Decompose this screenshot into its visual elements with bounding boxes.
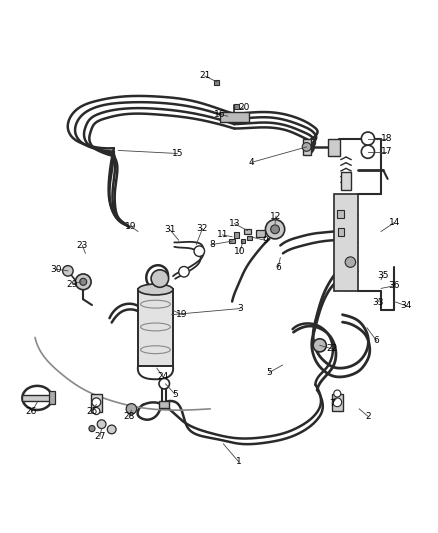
Bar	[214, 80, 219, 85]
Circle shape	[271, 225, 279, 233]
Text: 23: 23	[77, 241, 88, 250]
Text: 4: 4	[249, 158, 254, 167]
Bar	[247, 236, 252, 240]
Bar	[328, 139, 340, 156]
Circle shape	[80, 278, 87, 285]
Text: 27: 27	[94, 432, 106, 441]
Text: 19: 19	[125, 222, 136, 231]
Text: 34: 34	[401, 302, 412, 310]
Text: 8: 8	[209, 240, 215, 249]
Text: 15: 15	[172, 149, 183, 158]
Text: 31: 31	[164, 225, 176, 234]
Ellipse shape	[138, 284, 173, 295]
Text: 21: 21	[199, 71, 211, 80]
Bar	[91, 394, 102, 412]
Text: 7: 7	[329, 399, 335, 408]
Text: 25: 25	[86, 407, 98, 416]
Circle shape	[75, 274, 91, 290]
Bar	[334, 194, 358, 290]
Bar	[49, 391, 55, 405]
Bar	[220, 112, 249, 122]
Circle shape	[334, 390, 341, 397]
Text: 17: 17	[381, 147, 392, 156]
Bar	[303, 139, 311, 155]
Circle shape	[151, 270, 169, 287]
Bar	[138, 289, 173, 366]
Bar	[337, 209, 344, 219]
Circle shape	[89, 425, 95, 432]
Circle shape	[63, 265, 73, 276]
Text: 5: 5	[172, 390, 178, 399]
Circle shape	[126, 403, 137, 414]
Text: 36: 36	[389, 281, 400, 290]
Text: 9: 9	[262, 236, 268, 245]
Circle shape	[361, 132, 374, 145]
Text: 6: 6	[275, 263, 281, 272]
Text: 3: 3	[237, 304, 243, 313]
Circle shape	[333, 398, 342, 407]
Text: 12: 12	[270, 212, 282, 221]
Circle shape	[265, 220, 285, 239]
Circle shape	[92, 398, 101, 407]
Bar	[244, 229, 251, 235]
Circle shape	[313, 339, 326, 352]
Bar	[234, 104, 239, 109]
Text: 1: 1	[236, 457, 242, 466]
Text: 2: 2	[365, 412, 371, 421]
Bar	[22, 395, 52, 400]
Text: 14: 14	[389, 218, 400, 227]
Text: 32: 32	[197, 224, 208, 233]
Bar	[256, 230, 265, 237]
Text: 16: 16	[214, 110, 226, 118]
Bar	[229, 239, 235, 243]
Text: 30: 30	[50, 264, 62, 273]
Text: 33: 33	[372, 298, 383, 307]
Bar	[159, 401, 169, 408]
Circle shape	[194, 246, 205, 256]
Bar	[332, 393, 343, 411]
Text: 10: 10	[234, 247, 246, 256]
Text: 6: 6	[374, 336, 380, 345]
Circle shape	[302, 142, 311, 151]
Text: 29: 29	[67, 279, 78, 288]
Text: 11: 11	[217, 230, 228, 239]
Circle shape	[159, 378, 170, 389]
Text: 28: 28	[124, 412, 135, 421]
Bar	[341, 172, 351, 190]
Text: 26: 26	[26, 407, 37, 416]
Bar	[241, 239, 245, 243]
Text: 19: 19	[176, 310, 187, 319]
Circle shape	[179, 266, 189, 277]
Circle shape	[107, 425, 116, 434]
Text: 18: 18	[381, 134, 392, 143]
Text: 24: 24	[157, 373, 169, 382]
Circle shape	[361, 145, 374, 158]
Text: 5: 5	[266, 368, 272, 377]
Text: 13: 13	[229, 219, 240, 228]
Text: 20: 20	[239, 103, 250, 112]
Bar	[338, 229, 344, 236]
Circle shape	[97, 420, 106, 429]
Text: 22: 22	[326, 344, 338, 353]
Text: 35: 35	[378, 271, 389, 280]
Bar	[234, 232, 239, 238]
Circle shape	[93, 408, 100, 415]
Circle shape	[345, 257, 356, 268]
